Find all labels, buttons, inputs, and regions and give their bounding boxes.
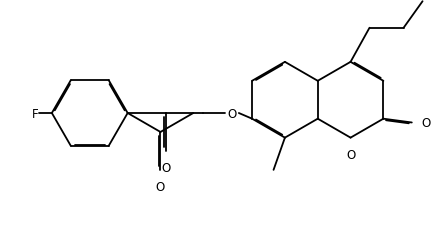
Text: F: F (32, 107, 39, 120)
Text: O: O (422, 116, 431, 129)
Text: O: O (161, 161, 170, 174)
Text: O: O (346, 148, 355, 161)
Text: O: O (227, 107, 236, 120)
Text: O: O (156, 180, 165, 193)
